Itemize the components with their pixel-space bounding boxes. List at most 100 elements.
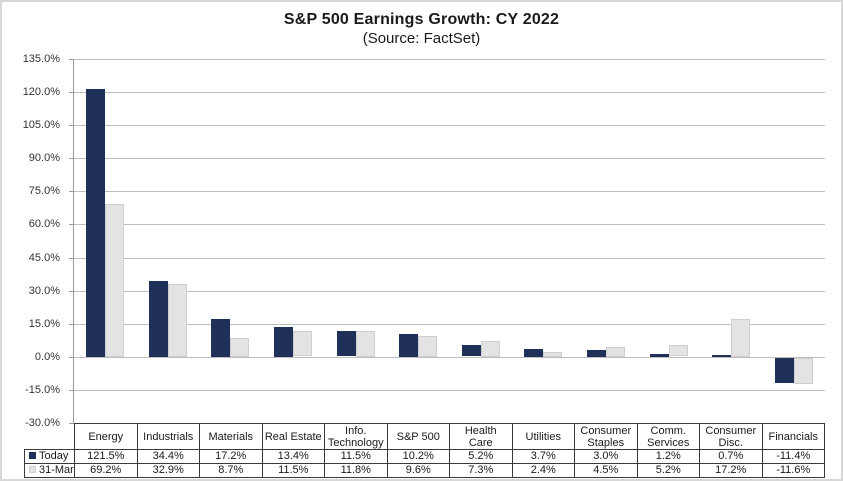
value-cell-31-mar-materials: 8.7% [199, 463, 263, 478]
category-header-financials: Financials [761, 423, 825, 450]
value-cell-today-financials: -11.4% [761, 449, 825, 464]
legend-item-31-mar: 31-Mar [24, 463, 75, 478]
value-cell-today-materials: 17.2% [199, 449, 263, 464]
series-row-today: Today 121.5% 34.4% 17.2% 13.4% 11.5% 10.2% 5.2%… [24, 449, 825, 464]
value-cell-today-energy: 121.5% [74, 449, 138, 464]
bar-31-mar-consumer-disc [731, 318, 750, 357]
legend-header-spacer [25, 424, 75, 450]
gridline-60 [74, 224, 825, 226]
y-axis: 135.0% 120.0% 105.0% 90.0% 75.0% 60.0% 45.0% 30… [2, 53, 64, 429]
gridline--15 [74, 389, 825, 391]
category-header-industrials: Industrials [136, 423, 200, 450]
value-cell-today-health-care: 5.2% [449, 449, 513, 464]
category-header-consumer-disc: Consumer Disc. [699, 423, 763, 450]
y-axis-tick-90 [69, 158, 74, 160]
category-header-utilities: Utilities [511, 423, 575, 450]
gridline-75 [74, 191, 825, 193]
y-axis-tick-120 [69, 92, 74, 94]
value-cell-31-mar-comm-services: 5.2% [636, 463, 700, 478]
bar-today-consumer-disc [712, 355, 731, 358]
category-header-real-estate: Real Estate [261, 423, 325, 450]
value-cell-today-utilities: 3.7% [511, 449, 575, 464]
gridline-90 [74, 158, 825, 160]
bar-31-mar-health-care [481, 340, 500, 357]
series-row-31-mar: 31-Mar 69.2% 32.9% 8.7% 11.5% 11.8% 9.6% 7.3% 2.… [24, 463, 825, 478]
bar-31-mar-energy [105, 204, 124, 358]
data-table-grid: Energy Industrials Materials Real Estate Inf… [24, 423, 825, 478]
value-cell-31-mar-info-technology: 11.8% [324, 463, 388, 478]
gridline-45 [74, 257, 825, 259]
bar-today-financials [775, 357, 794, 383]
value-cell-31-mar-s-p-500: 9.6% [386, 463, 450, 478]
bar-31-mar-utilities [543, 351, 562, 357]
value-cell-31-mar-financials: -11.6% [761, 463, 825, 478]
legend-label-today: Today [39, 450, 69, 463]
chart-title: S&P 500 Earnings Growth: CY 2022 [283, 11, 560, 28]
y-axis-label-75: 75.0% [28, 185, 60, 198]
value-cell-31-mar-real-estate: 11.5% [261, 463, 325, 478]
table-body: Today 121.5% 34.4% 17.2% 13.4% 11.5% 10.2% 5.2%… [24, 449, 825, 478]
gridline-15 [74, 323, 825, 325]
y-axis-tick-45 [69, 257, 74, 259]
category-header-info-technology: Info. Technology [324, 423, 388, 450]
value-cell-31-mar-energy: 69.2% [74, 463, 138, 478]
value-cell-today-comm-services: 1.2% [636, 449, 700, 464]
category-header-s-p-500: S&P 500 [386, 423, 450, 450]
y-axis-label-60: 60.0% [28, 218, 60, 231]
bar-31-mar-materials [230, 337, 249, 357]
bar-today-consumer-staples [587, 350, 606, 358]
gridline-105 [74, 125, 825, 127]
y-axis-label-45: 45.0% [28, 251, 60, 264]
y-axis-label-120: 120.0% [22, 86, 60, 99]
value-cell-today-info-technology: 11.5% [324, 449, 388, 464]
y-axis-tick-30 [69, 290, 74, 292]
y-axis-label-15: 15.0% [28, 317, 60, 330]
legend-label-31-mar: 31-Mar [39, 464, 74, 477]
chart-subtitle: (Source: FactSet) [362, 30, 481, 47]
table-head: Energy Industrials Materials Real Estate Inf… [25, 423, 825, 450]
value-cell-31-mar-health-care: 7.3% [449, 463, 513, 478]
bar-today-comm-services [650, 354, 669, 358]
value-cell-today-s-p-500: 10.2% [386, 449, 450, 464]
y-axis-label--30: -30.0% [25, 417, 60, 429]
y-axis-tick-60 [69, 224, 74, 226]
y-axis-label-135: 135.0% [22, 53, 60, 65]
y-axis-tick-135 [69, 59, 74, 60]
value-cell-today-consumer-disc: 0.7% [699, 449, 763, 464]
value-cell-today-industrials: 34.4% [136, 449, 200, 464]
y-axis-label-90: 90.0% [28, 152, 60, 165]
bar-31-mar-s-p-500 [418, 335, 437, 357]
category-header-row: Energy Industrials Materials Real Estate Inf… [25, 423, 825, 450]
bar-31-mar-real-estate [293, 331, 312, 357]
bar-today-industrials [149, 280, 168, 357]
gridline-135 [74, 59, 825, 60]
bar-31-mar-financials [794, 357, 813, 384]
data-table: Energy Industrials Materials Real Estate Inf… [24, 423, 825, 478]
category-header-consumer-staples: Consumer Staples [574, 423, 638, 450]
legend-swatch-today-icon [29, 451, 36, 459]
category-header-materials: Materials [199, 423, 263, 450]
y-axis-tick-105 [69, 125, 74, 127]
bar-31-mar-industrials [168, 284, 187, 358]
y-axis-tick--15 [69, 389, 74, 391]
plot-area [69, 59, 825, 424]
gridline-120 [74, 92, 825, 94]
bar-31-mar-comm-services [669, 345, 688, 357]
y-axis-label--15: -15.0% [25, 383, 60, 396]
value-cell-31-mar-utilities: 2.4% [511, 463, 575, 478]
value-cell-today-real-estate: 13.4% [261, 449, 325, 464]
value-cell-31-mar-consumer-disc: 17.2% [699, 463, 763, 478]
bar-31-mar-consumer-staples [606, 346, 625, 357]
value-cell-31-mar-industrials: 32.9% [136, 463, 200, 478]
y-axis-label-30: 30.0% [28, 284, 60, 297]
y-axis-line [73, 59, 74, 424]
bar-today-materials [211, 318, 230, 357]
legend-swatch-31-mar-icon [29, 465, 36, 473]
category-header-energy: Energy [74, 423, 138, 450]
y-axis-label-0: 0.0% [34, 350, 60, 363]
bar-today-utilities [524, 348, 543, 357]
bar-today-real-estate [274, 327, 293, 358]
value-cell-today-consumer-staples: 3.0% [574, 449, 638, 464]
category-header-health-care: Health Care [449, 423, 513, 450]
